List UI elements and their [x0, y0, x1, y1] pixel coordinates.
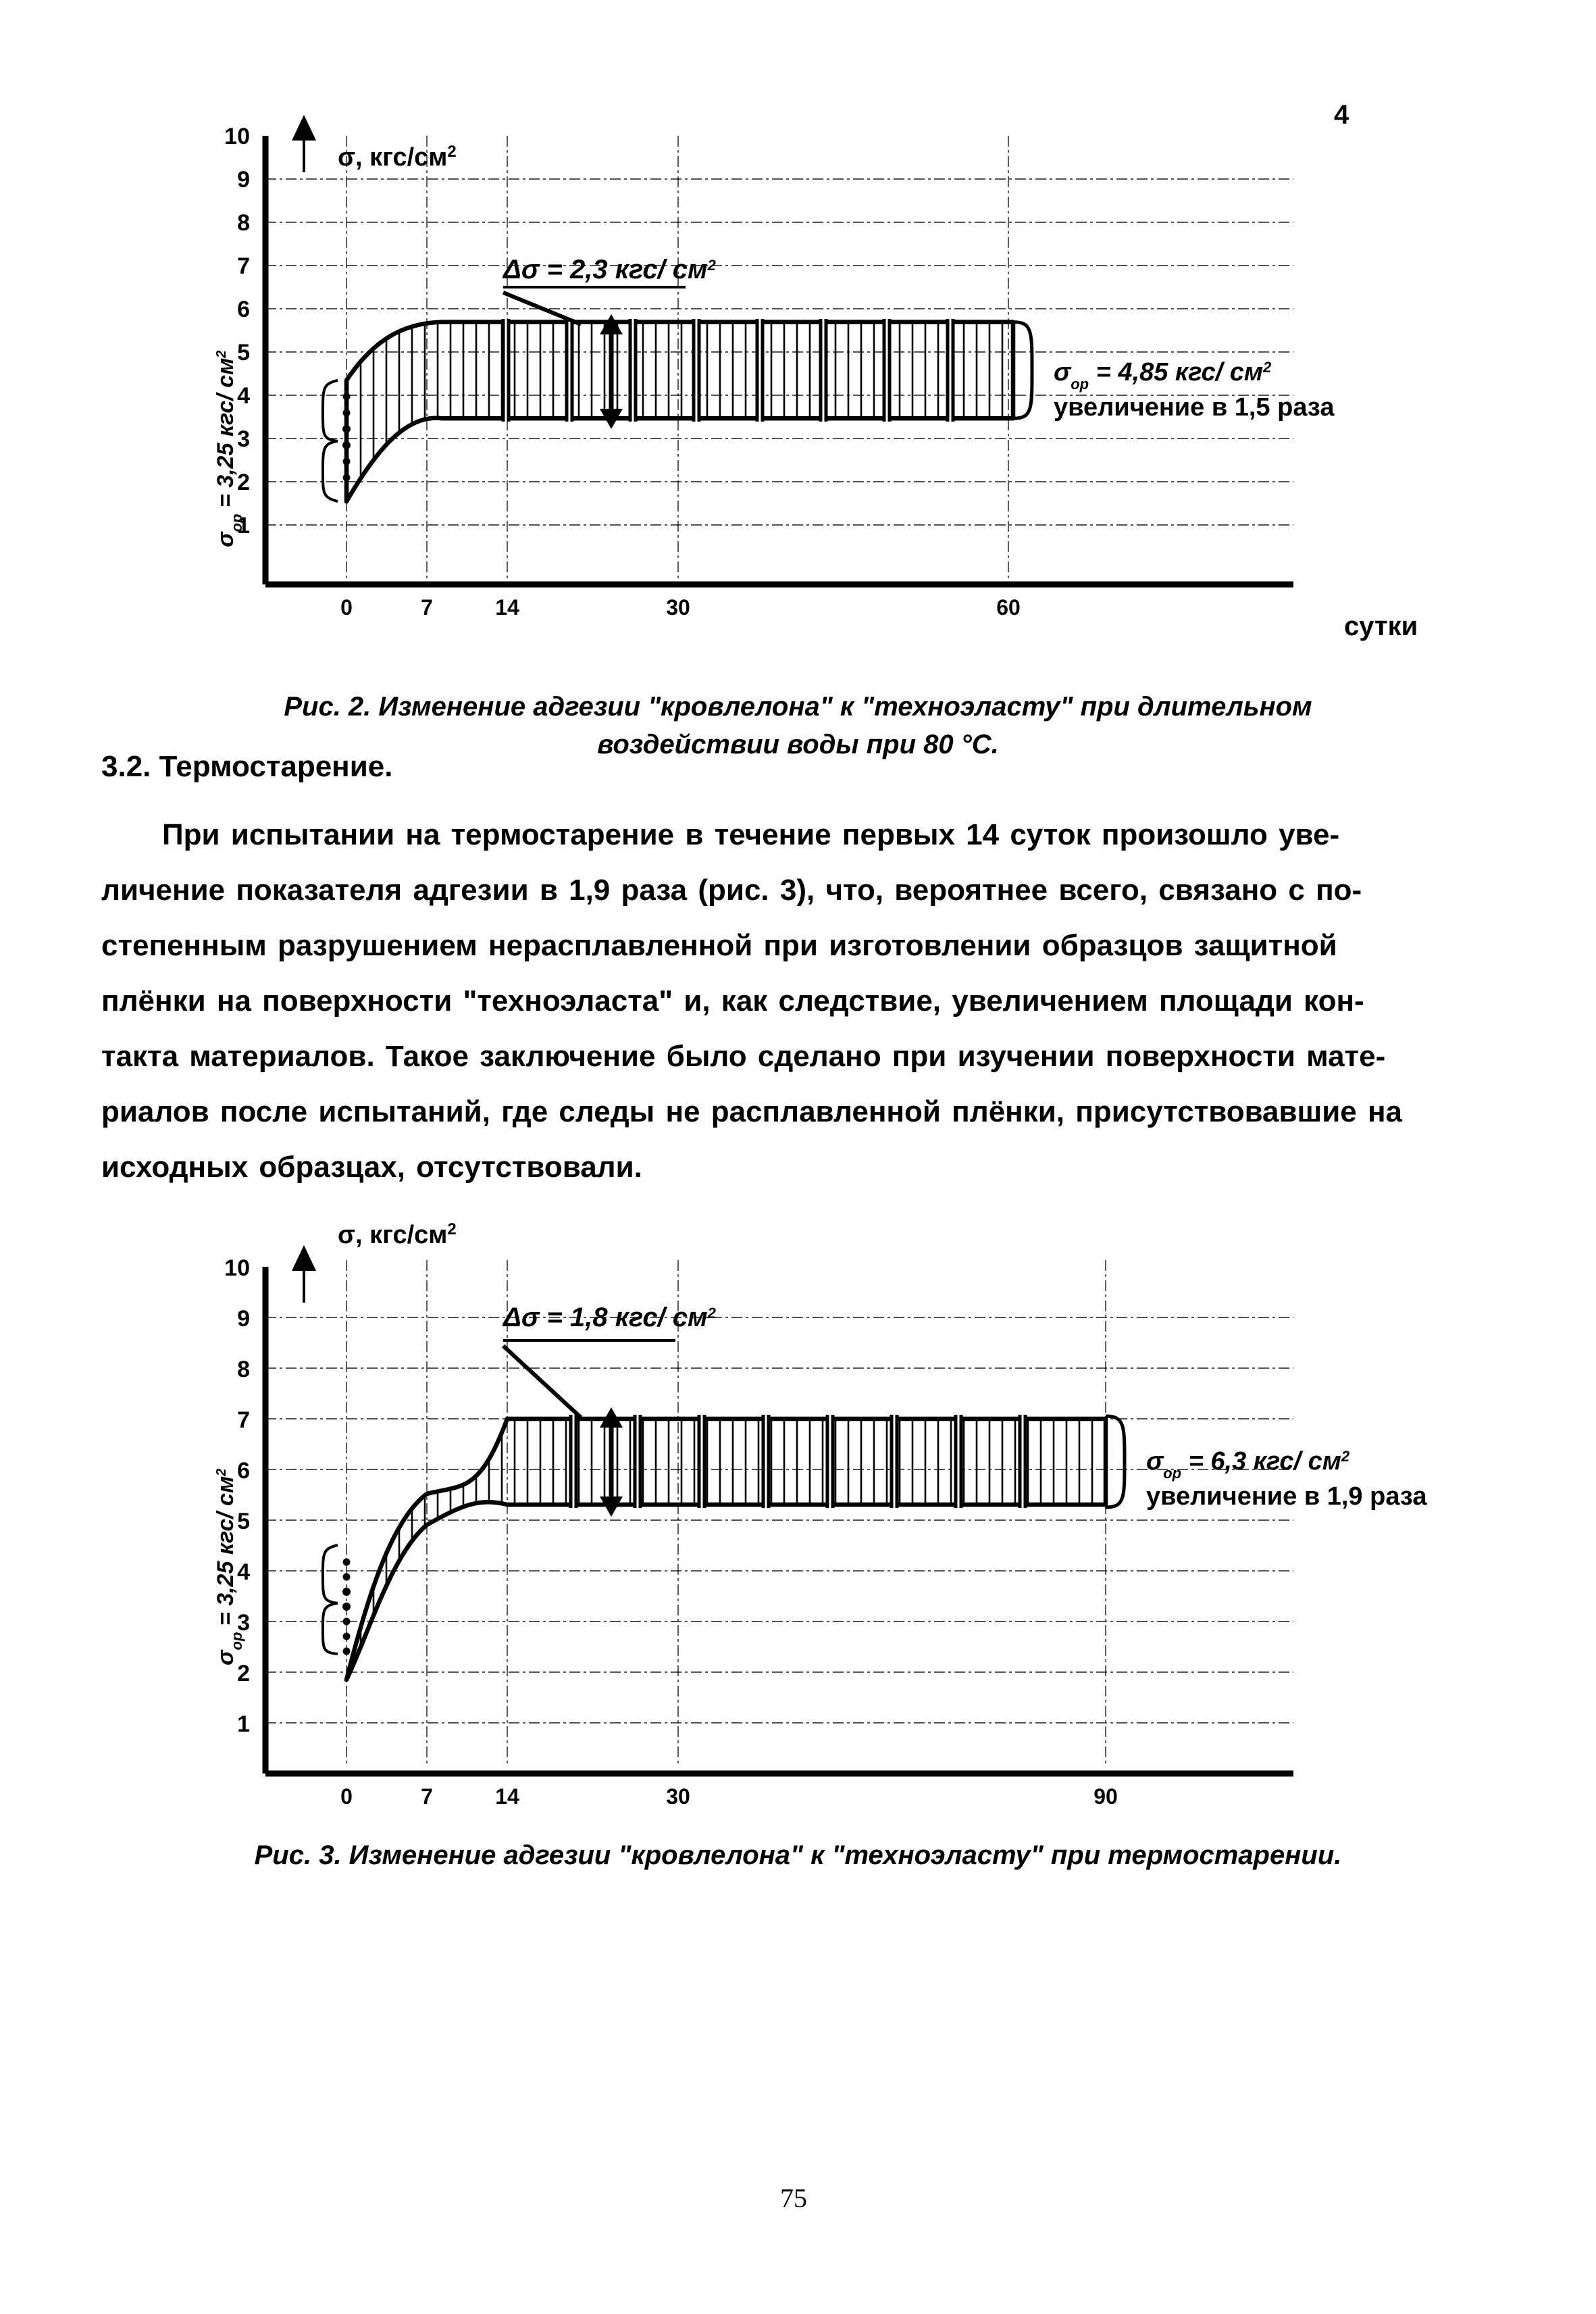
- svg-text:7: 7: [237, 253, 250, 279]
- svg-text:увеличение в 1,5 раза: увеличение в 1,5 раза: [1054, 393, 1335, 422]
- svg-text:увеличение в 1,9 раза: увеличение в 1,9 раза: [1146, 1482, 1427, 1511]
- svg-text:0: 0: [340, 595, 353, 620]
- svg-text:σор = 4,85 кгс/ см2: σор = 4,85 кгс/ см2: [1054, 358, 1272, 393]
- svg-text:7: 7: [237, 1407, 250, 1433]
- svg-text:7: 7: [421, 595, 433, 620]
- svg-text:сутки: сутки: [1344, 1801, 1418, 1804]
- svg-text:σор = 6,3 кгс/ см2: σор = 6,3 кгс/ см2: [1146, 1447, 1350, 1482]
- svg-text:сутки: сутки: [1344, 611, 1418, 641]
- svg-text:9: 9: [237, 1306, 250, 1332]
- svg-text:9: 9: [237, 167, 250, 193]
- svg-text:5: 5: [237, 1509, 250, 1534]
- svg-text:14: 14: [495, 595, 519, 620]
- svg-text:σ, кгс/см2: σ, кгс/см2: [338, 1220, 457, 1250]
- svg-text:30: 30: [666, 1784, 690, 1804]
- svg-text:8: 8: [237, 210, 250, 236]
- svg-text:0: 0: [340, 1784, 353, 1804]
- svg-text:3: 3: [237, 1610, 250, 1636]
- svg-text:14: 14: [495, 1784, 519, 1804]
- svg-text:4: 4: [237, 1559, 250, 1585]
- svg-text:6: 6: [237, 1458, 250, 1484]
- svg-text:2: 2: [237, 1661, 250, 1686]
- svg-text:Δσ = 2,3 кгс/ см2: Δσ = 2,3 кгс/ см2: [502, 255, 717, 284]
- svg-text:5: 5: [237, 340, 250, 366]
- svg-text:2: 2: [237, 470, 250, 495]
- svg-text:60: 60: [996, 595, 1021, 620]
- svg-text:30: 30: [666, 595, 690, 620]
- svg-text:90: 90: [1093, 1784, 1118, 1804]
- svg-text:7: 7: [421, 1784, 433, 1804]
- svg-text:6: 6: [237, 297, 250, 322]
- svg-text:σ, кгс/см2: σ, кгс/см2: [338, 143, 457, 172]
- svg-text:8: 8: [237, 1357, 250, 1382]
- svg-text:10: 10: [224, 124, 250, 149]
- svg-text:1: 1: [237, 1711, 250, 1737]
- svg-text:10: 10: [224, 1255, 250, 1281]
- svg-text:4: 4: [237, 383, 250, 409]
- svg-text:Δσ = 1,8 кгс/ см2: Δσ = 1,8 кгс/ см2: [502, 1303, 717, 1332]
- svg-text:3: 3: [237, 426, 250, 452]
